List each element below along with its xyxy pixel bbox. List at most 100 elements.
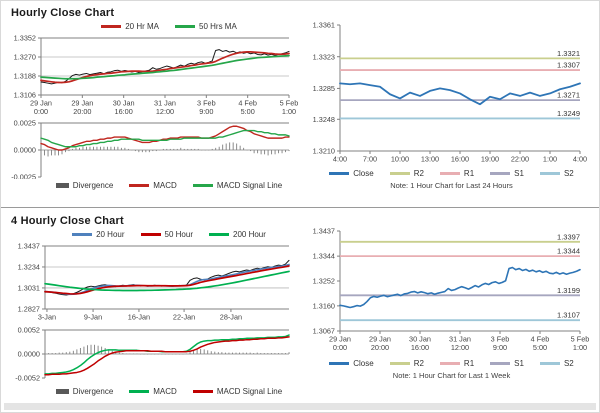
fourhourly-row: 4 Hourly Close Chart 20 Hour 50 Hour 200 H…: [1, 209, 599, 405]
legend-item-r1: R1: [439, 359, 475, 368]
hourly-close-panel: Hourly Close Chart 20 Hr MA 50 Hrs MA 1.3…: [1, 1, 301, 207]
r2-swatch: [389, 362, 410, 365]
svg-text:10:00: 10:00: [391, 155, 409, 164]
svg-text:1.3270: 1.3270: [14, 53, 36, 62]
fourhourly-macd-legend: Divergence MACD MACD Signal Line: [1, 385, 301, 398]
pivot-24h-legend: Close R2 R1 S1 S2: [329, 167, 574, 180]
svg-text:1.3160: 1.3160: [313, 301, 335, 310]
svg-text:12:00: 12:00: [451, 343, 469, 352]
svg-text:22-Jan: 22-Jan: [173, 313, 195, 322]
legend-label: S2: [563, 359, 574, 368]
legend-label: Close: [353, 359, 374, 368]
legend-label: S1: [514, 359, 524, 368]
svg-text:1.3321: 1.3321: [557, 49, 580, 58]
svg-text:1.3344: 1.3344: [313, 252, 335, 261]
legend-item-r1: R1: [439, 169, 475, 178]
legend-label: R1: [463, 169, 475, 178]
svg-text:16:00: 16:00: [451, 155, 469, 164]
s2-swatch: [539, 172, 560, 175]
legend-label: Divergence: [72, 387, 114, 396]
svg-text:1.3106: 1.3106: [14, 91, 36, 100]
svg-text:9:00: 9:00: [199, 107, 213, 116]
fourhourly-macd-chart: 0.0052 0.0000 -0.0052: [15, 327, 290, 383]
200-hour-swatch: [209, 233, 229, 236]
legend-item-divergence: Divergence: [55, 387, 114, 396]
legend-label: 50 Hrs MA: [199, 22, 237, 31]
hourly-macd-legend: Divergence MACD MACD Signal Line: [1, 179, 301, 192]
svg-text:29 Jan: 29 Jan: [71, 99, 93, 108]
svg-text:-0.0052: -0.0052: [15, 374, 40, 383]
svg-text:31 Jan: 31 Jan: [449, 335, 471, 344]
legend-label: MACD Signal Line: [216, 181, 283, 190]
legend-item-20-hour: 20 Hour: [72, 230, 125, 239]
svg-text:5 Feb: 5 Feb: [571, 335, 590, 344]
legend-item-close: Close: [329, 169, 374, 178]
svg-text:1.3107: 1.3107: [557, 311, 580, 320]
svg-text:1.3252: 1.3252: [313, 277, 335, 286]
svg-text:22:00: 22:00: [511, 155, 529, 164]
legend-item-divergence: Divergence: [55, 181, 114, 190]
svg-text:4 Feb: 4 Feb: [238, 99, 257, 108]
svg-text:1.3234: 1.3234: [18, 263, 40, 272]
legend-item-50-hrs-ma: 50 Hrs MA: [175, 22, 237, 31]
hourly-chart-title: Hourly Close Chart: [11, 7, 115, 19]
legend-label: 200 Hour: [233, 230, 266, 239]
legend-label: 20 Hour: [96, 230, 125, 239]
svg-text:1.3285: 1.3285: [313, 84, 335, 93]
pivot-24h-panel: 1.3361 1.3323 1.3285 1.3248 1.3210 4:00 7:00 10…: [304, 1, 599, 207]
svg-text:0.0000: 0.0000: [18, 350, 40, 359]
divergence-swatch: [55, 389, 69, 394]
svg-text:3 Feb: 3 Feb: [491, 335, 510, 344]
svg-text:13:00: 13:00: [421, 155, 439, 164]
svg-text:1.3344: 1.3344: [557, 247, 580, 256]
svg-text:5:00: 5:00: [533, 343, 547, 352]
legend-label: Close: [353, 169, 374, 178]
close-swatch: [329, 172, 350, 175]
svg-text:1:00: 1:00: [543, 155, 557, 164]
fourhourly-close-panel: 4 Hourly Close Chart 20 Hour 50 Hour 200 H…: [1, 209, 301, 405]
s2-swatch: [539, 362, 560, 365]
macd-signal-line-swatch: [192, 184, 213, 187]
svg-text:1.3437: 1.3437: [313, 227, 335, 236]
20-hour-swatch: [72, 233, 93, 236]
svg-text:16-Jan: 16-Jan: [128, 313, 150, 322]
pivot-1week-legend: Close R2 R1 S1 S2: [329, 357, 574, 370]
50-hour-swatch: [140, 233, 161, 236]
svg-text:20:00: 20:00: [73, 107, 91, 116]
legend-label: MACD Signal Line: [216, 387, 283, 396]
svg-text:1.3271: 1.3271: [557, 91, 580, 100]
50-hrs-ma-swatch: [175, 25, 195, 28]
pivot-24h-note: Note: 1 Hour Chart for Last 24 Hours: [390, 181, 513, 190]
close-swatch: [329, 362, 350, 365]
legend-item-s1: S1: [490, 169, 524, 178]
legend-label: R1: [463, 359, 475, 368]
svg-text:4 Feb: 4 Feb: [531, 335, 550, 344]
svg-text:0.0052: 0.0052: [18, 327, 40, 335]
svg-text:19:00: 19:00: [481, 155, 499, 164]
legend-label: 50 Hour: [164, 230, 193, 239]
legend-item-20-hr-ma: 20 Hr MA: [101, 22, 159, 31]
r1-swatch: [439, 172, 460, 175]
legend-label: R2: [413, 169, 424, 178]
svg-text:29 Jan: 29 Jan: [30, 99, 52, 108]
macd-swatch: [129, 184, 150, 187]
divergence-swatch: [55, 183, 69, 188]
svg-text:9:00: 9:00: [493, 343, 507, 352]
legend-label: 20 Hr MA: [125, 22, 159, 31]
svg-text:1.3188: 1.3188: [14, 72, 36, 81]
fourhourly-ma-legend: 20 Hour 50 Hour 200 Hour: [1, 228, 301, 241]
legend-item-r2: R2: [389, 169, 424, 178]
svg-text:9-Jan: 9-Jan: [84, 313, 102, 322]
macd-swatch: [129, 390, 150, 393]
legend-item-r2: R2: [389, 359, 424, 368]
svg-text:1.2827: 1.2827: [18, 305, 40, 314]
legend-label: Divergence: [72, 181, 114, 190]
svg-text:0.0000: 0.0000: [14, 146, 36, 155]
svg-text:1.3199: 1.3199: [557, 286, 580, 295]
r1-swatch: [439, 362, 460, 365]
r2-swatch: [389, 172, 410, 175]
legend-item-s1: S1: [490, 359, 524, 368]
